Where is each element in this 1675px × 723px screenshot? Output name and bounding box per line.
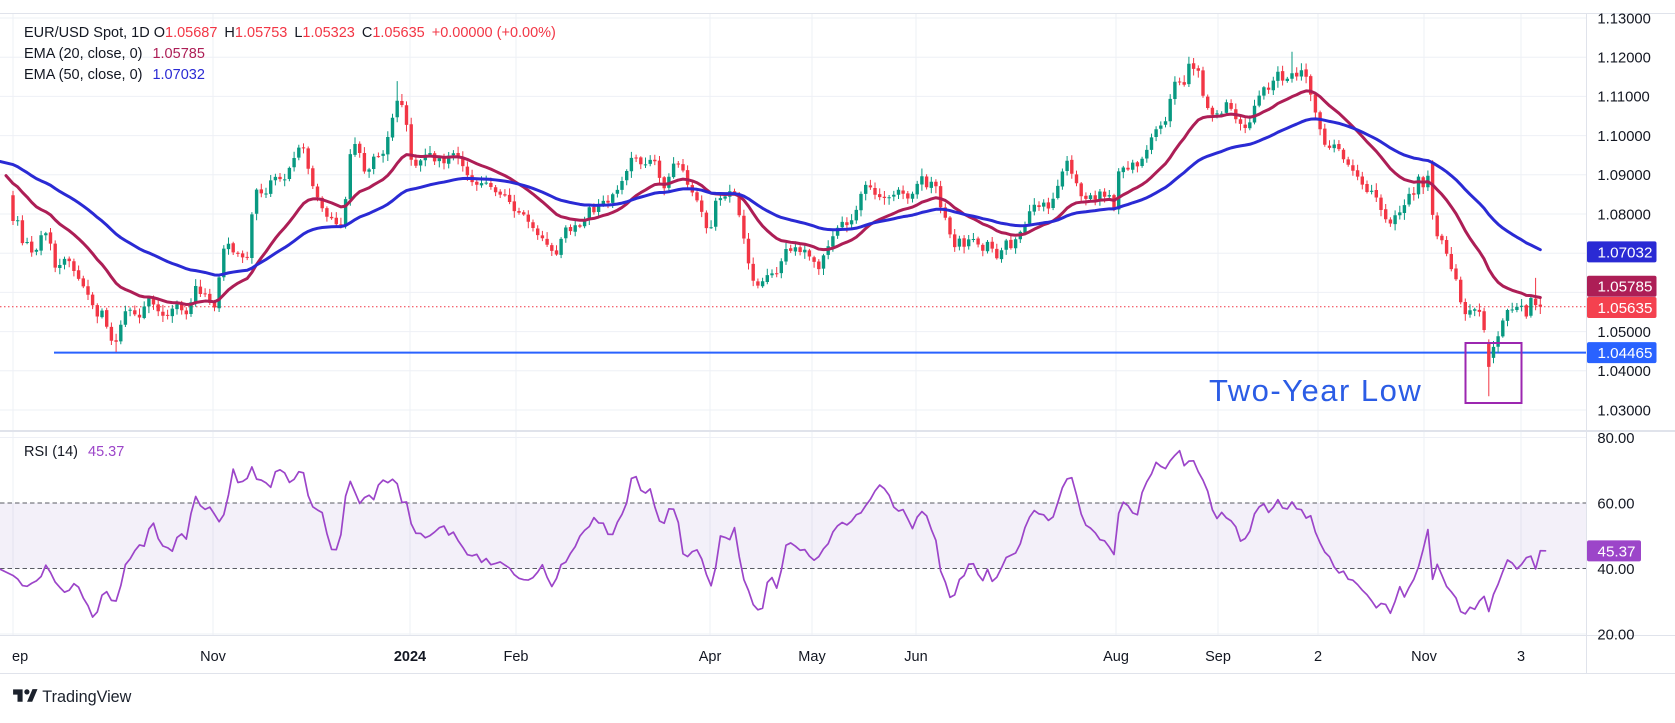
svg-text:RSI (14)45.37: RSI (14) 45.37: [24, 444, 124, 460]
svg-text:2: 2: [1314, 649, 1322, 665]
svg-text:1.05635: 1.05635: [1598, 300, 1653, 317]
svg-text:1.12000: 1.12000: [1597, 51, 1651, 67]
svg-text:1.05000: 1.05000: [1597, 325, 1651, 341]
svg-text:45.37: 45.37: [1598, 543, 1636, 560]
svg-text:EMA (50, close, 0)1.07032: EMA (50, close, 0) 1.07032: [24, 67, 205, 83]
svg-text:60.00: 60.00: [1597, 496, 1634, 512]
svg-text:Nov: Nov: [200, 649, 227, 665]
svg-text:1.07032: 1.07032: [1598, 244, 1653, 261]
svg-text:Two-Year Low: Two-Year Low: [1209, 373, 1422, 408]
svg-text:May: May: [798, 649, 826, 665]
svg-text:EMA (20, close, 0)1.05785: EMA (20, close, 0) 1.05785: [24, 46, 205, 62]
svg-text:1.03000: 1.03000: [1597, 403, 1651, 419]
svg-text:TradingView: TradingView: [42, 688, 131, 706]
svg-text:Nov: Nov: [1411, 649, 1438, 665]
svg-text:20.00: 20.00: [1597, 627, 1634, 643]
svg-text:Apr: Apr: [699, 649, 722, 665]
svg-text:1.10000: 1.10000: [1597, 129, 1651, 145]
svg-text:Sep: Sep: [1205, 649, 1231, 665]
svg-text:Aug: Aug: [1103, 649, 1129, 665]
svg-text:1.04465: 1.04465: [1598, 345, 1653, 362]
svg-text:80.00: 80.00: [1597, 431, 1634, 447]
svg-text:Feb: Feb: [504, 649, 529, 665]
svg-text:2024: 2024: [394, 649, 426, 665]
svg-text:40.00: 40.00: [1597, 562, 1634, 578]
svg-text:1.09000: 1.09000: [1597, 168, 1651, 184]
svg-text:ep: ep: [12, 649, 28, 665]
svg-text:1.13000: 1.13000: [1597, 11, 1651, 27]
svg-text:Jun: Jun: [904, 649, 927, 665]
svg-text:1.04000: 1.04000: [1597, 364, 1651, 380]
svg-text:3: 3: [1517, 649, 1525, 665]
svg-text:1.05785: 1.05785: [1598, 279, 1653, 296]
svg-text:1.08000: 1.08000: [1597, 207, 1651, 223]
svg-text:1.11000: 1.11000: [1597, 90, 1649, 106]
